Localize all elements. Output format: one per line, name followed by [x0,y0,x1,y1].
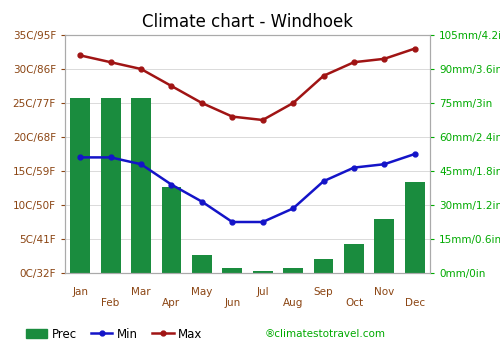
Text: ®climatestotravel.com: ®climatestotravel.com [265,329,386,339]
Text: Dec: Dec [404,298,425,308]
Bar [162,187,182,273]
Text: Nov: Nov [374,287,394,297]
Bar [253,271,272,273]
Title: Climate chart - Windhoek: Climate chart - Windhoek [142,13,353,31]
Bar [192,255,212,273]
Bar [405,182,424,273]
Bar [100,98,120,273]
Bar [222,268,242,273]
Text: Jul: Jul [256,287,269,297]
Text: Mar: Mar [131,287,151,297]
Text: Oct: Oct [345,298,363,308]
Bar [314,259,334,273]
Text: Feb: Feb [102,298,120,308]
Bar [131,98,151,273]
Text: Jun: Jun [224,298,240,308]
Bar [344,244,364,273]
Text: Aug: Aug [283,298,304,308]
Bar [70,98,90,273]
Text: Jan: Jan [72,287,88,297]
Text: May: May [191,287,212,297]
Legend: Prec, Min, Max: Prec, Min, Max [26,328,203,341]
Text: Apr: Apr [162,298,180,308]
Bar [374,219,394,273]
Text: Sep: Sep [314,287,334,297]
Bar [283,268,303,273]
